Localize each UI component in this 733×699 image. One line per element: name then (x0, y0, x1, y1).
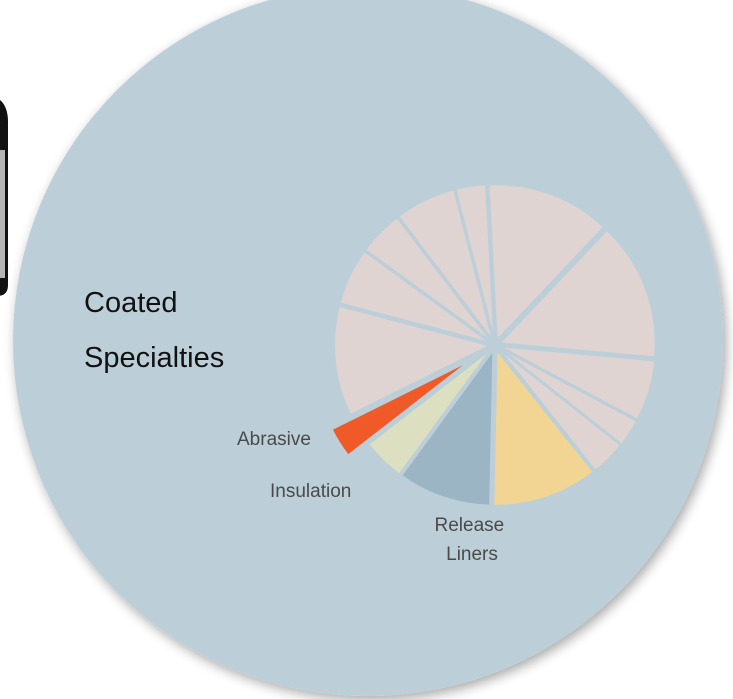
pie-slice-unlabeled-10 (338, 249, 492, 344)
label-release-liners-line-2: Liners (446, 544, 498, 565)
pie-slice-unlabeled-3 (498, 346, 639, 446)
label-insulation: Insulation (270, 481, 351, 502)
label-abrasive: Abrasive (237, 429, 311, 450)
thumbnail-image (0, 100, 8, 296)
pie-slice-unlabeled-0 (487, 183, 606, 343)
label-coated-specialties-line-1: Coated (84, 287, 178, 319)
pie-slice-unlabeled-13 (454, 183, 496, 341)
pie-slices (330, 183, 657, 507)
pie-slice-coated-specialties (330, 358, 472, 457)
pie-slice-unlabeled-4 (497, 347, 623, 473)
label-release-liners-line-1: Release (435, 515, 505, 536)
label-coated-specialties: Coated Specialties (84, 287, 224, 374)
pie-slice-unlabeled-1 (497, 228, 657, 359)
pie-slice-unlabeled-2 (499, 345, 657, 422)
pie-slice-abrasive (366, 347, 493, 476)
pie-slice-release-liners (492, 346, 595, 507)
pie-slice-unlabeled-9 (333, 304, 493, 417)
pie-slice-insulation (399, 346, 495, 507)
label-release-liners: Release Liners (435, 515, 510, 565)
pie-slice-unlabeled-11 (363, 215, 493, 343)
label-coated-specialties-line-2: Specialties (84, 342, 224, 374)
pie-slice-unlabeled-12 (396, 188, 494, 342)
